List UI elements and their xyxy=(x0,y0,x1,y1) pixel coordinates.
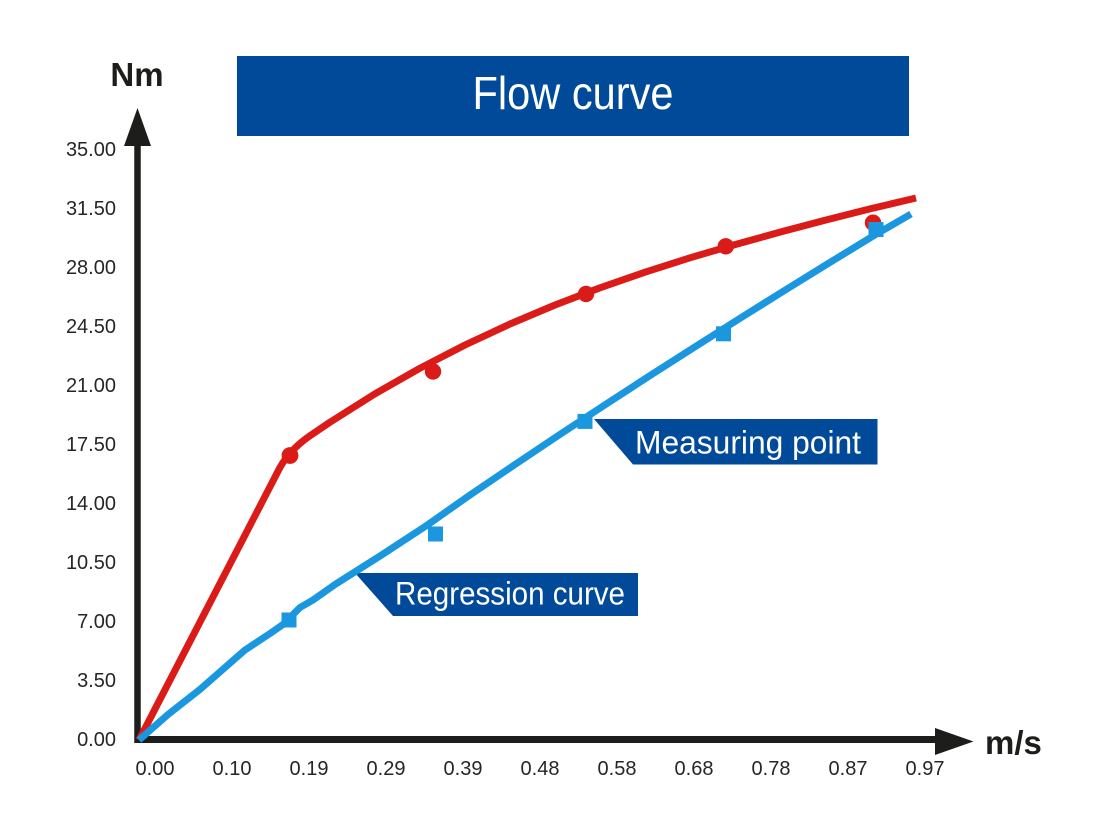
svg-text:0.00: 0.00 xyxy=(77,729,116,751)
svg-text:24.50: 24.50 xyxy=(66,316,116,338)
svg-text:21.00: 21.00 xyxy=(66,375,116,397)
svg-text:0.10: 0.10 xyxy=(213,758,252,780)
svg-text:0.48: 0.48 xyxy=(521,758,560,780)
svg-text:10.50: 10.50 xyxy=(66,552,116,574)
svg-text:0.58: 0.58 xyxy=(598,758,637,780)
svg-text:Nm: Nm xyxy=(110,56,163,93)
svg-text:3.50: 3.50 xyxy=(77,670,116,692)
svg-text:35.00: 35.00 xyxy=(66,139,116,161)
svg-text:0.97: 0.97 xyxy=(906,758,945,780)
svg-text:0.00: 0.00 xyxy=(136,758,175,780)
svg-text:0.29: 0.29 xyxy=(367,758,406,780)
svg-text:0.87: 0.87 xyxy=(829,758,868,780)
svg-text:17.50: 17.50 xyxy=(66,434,116,456)
svg-text:14.00: 14.00 xyxy=(66,493,116,515)
svg-text:28.00: 28.00 xyxy=(66,257,116,279)
svg-text:m/s: m/s xyxy=(985,724,1042,761)
svg-text:0.68: 0.68 xyxy=(675,758,714,780)
svg-text:7.00: 7.00 xyxy=(77,611,116,633)
svg-text:Regression curve: Regression curve xyxy=(395,576,625,612)
svg-text:Flow curve: Flow curve xyxy=(473,67,674,119)
svg-text:0.78: 0.78 xyxy=(752,758,791,780)
svg-text:31.50: 31.50 xyxy=(66,198,116,220)
svg-text:0.39: 0.39 xyxy=(444,758,483,780)
svg-text:0.19: 0.19 xyxy=(290,758,329,780)
svg-text:Measuring point: Measuring point xyxy=(635,425,861,461)
